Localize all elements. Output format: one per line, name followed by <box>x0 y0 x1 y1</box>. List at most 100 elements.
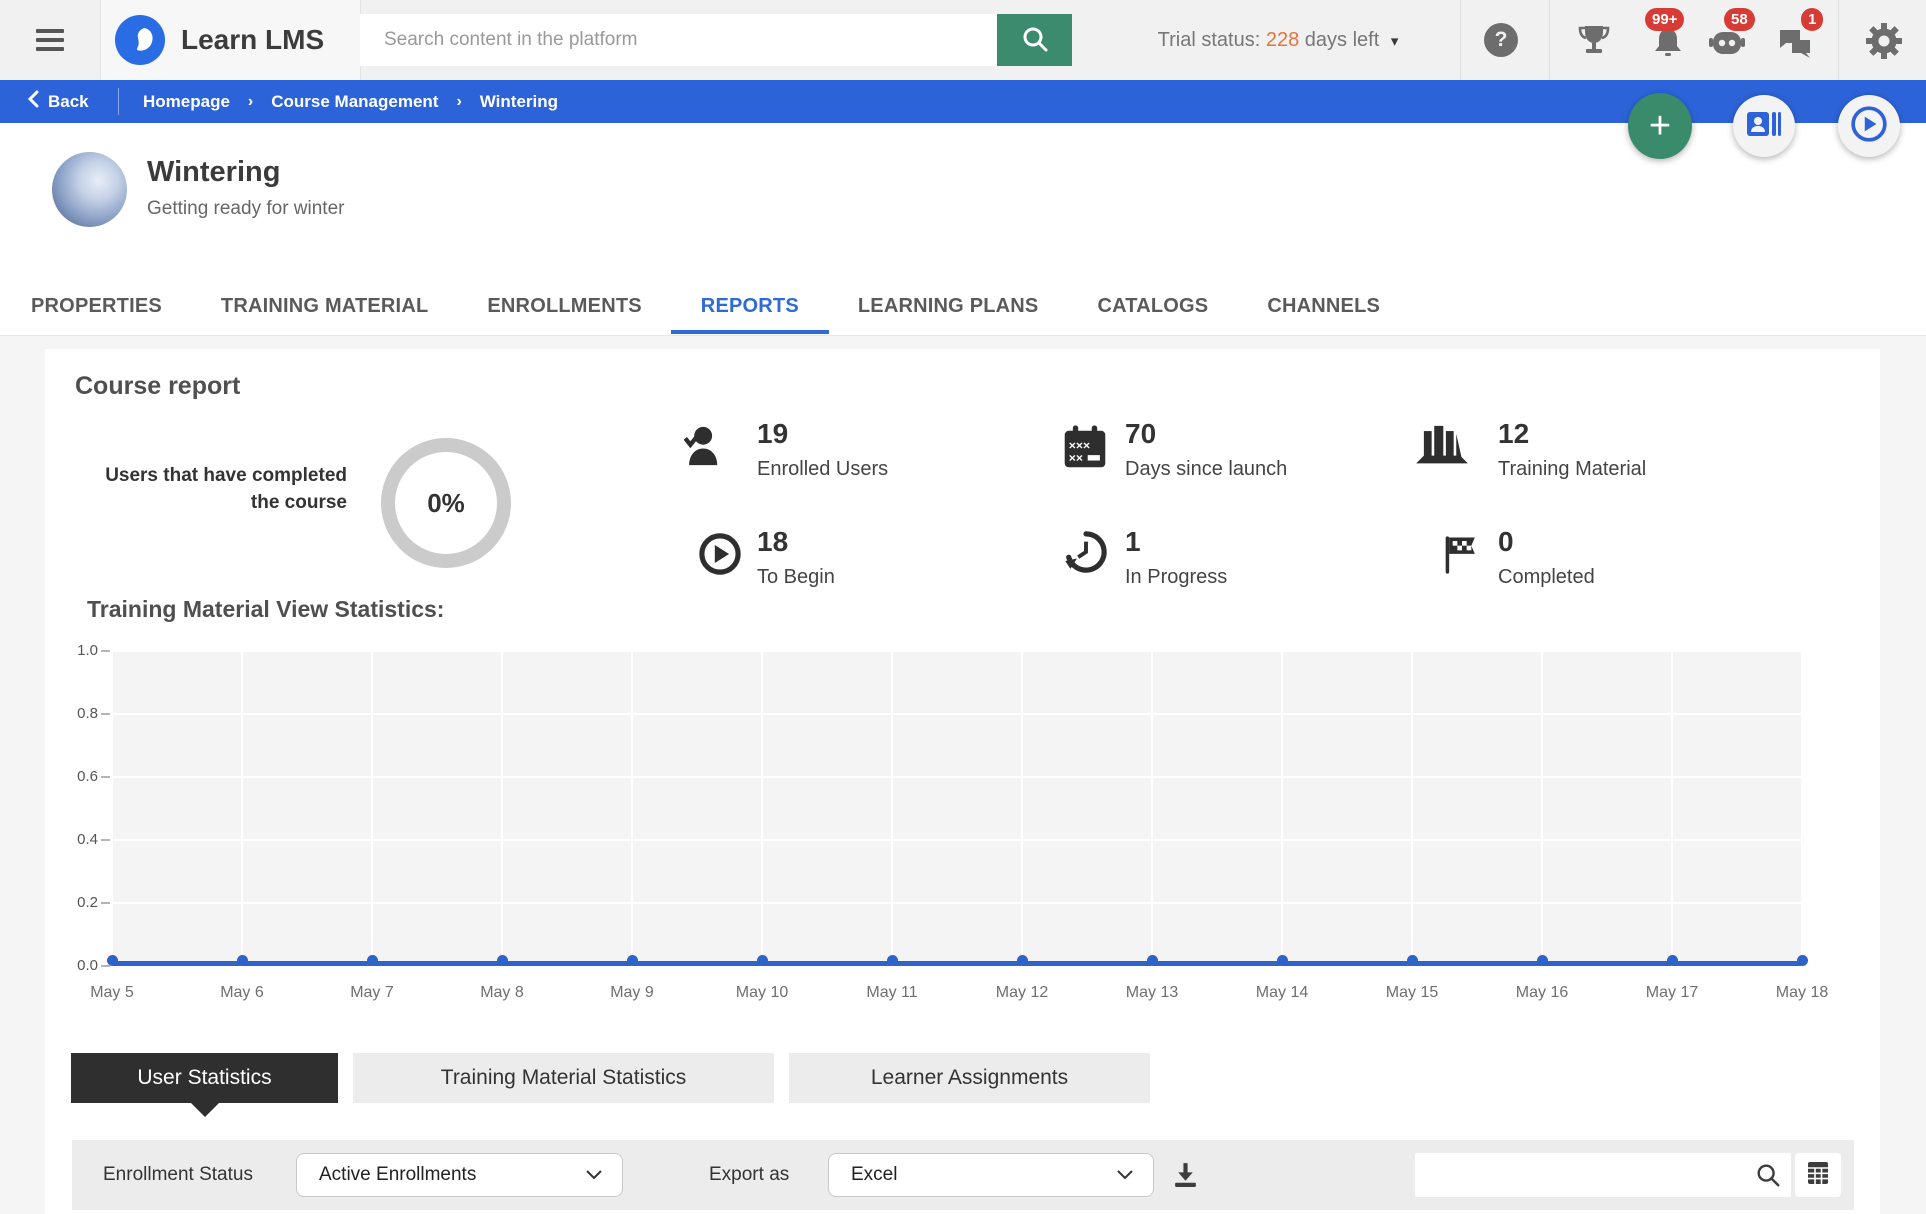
chevron-down-icon <box>586 1164 602 1186</box>
x-tick-label: May 7 <box>327 984 417 1002</box>
contact-card-icon <box>1747 110 1781 143</box>
breadcrumb-item-homepage[interactable]: Homepage <box>143 92 230 112</box>
data-point <box>367 955 378 966</box>
brand-name: Learn LMS <box>181 0 324 80</box>
help-icon[interactable]: ? <box>1484 23 1518 57</box>
learn-lms-logo-icon <box>115 15 165 65</box>
gridline-horizontal <box>112 650 1802 652</box>
search-input[interactable] <box>360 14 997 66</box>
data-point <box>1797 955 1808 966</box>
user-check-icon <box>684 424 730 473</box>
notifications-bell-icon[interactable] <box>1652 26 1684 63</box>
y-tick-mark <box>101 776 110 778</box>
x-tick-label: May 16 <box>1497 984 1587 1002</box>
gridline-vertical <box>371 651 373 966</box>
settings-gear-icon[interactable] <box>1866 23 1902 64</box>
assistant-robot-icon[interactable] <box>1708 28 1746 63</box>
completion-percentage: 0% <box>427 488 465 519</box>
x-tick-label: May 18 <box>1757 984 1847 1002</box>
tab-catalogs[interactable]: CATALOGS <box>1097 280 1208 332</box>
gridline-vertical <box>1021 651 1023 966</box>
chevron-down-icon <box>1117 1164 1133 1186</box>
trial-status[interactable]: Trial status: 228 days left ▾ <box>1108 0 1448 80</box>
trial-days-left: 228 <box>1266 29 1299 51</box>
stat-value: 18 <box>757 526 788 558</box>
tab-enrollments[interactable]: ENROLLMENTS <box>487 280 641 332</box>
data-point <box>1667 955 1678 966</box>
tab-training-material[interactable]: TRAINING MATERIAL <box>221 280 428 332</box>
x-tick-label: May 9 <box>587 984 677 1002</box>
gridline-vertical <box>761 651 763 966</box>
y-tick-mark <box>101 902 110 904</box>
table-columns-button[interactable] <box>1795 1153 1841 1197</box>
divider <box>1838 0 1839 80</box>
breadcrumb-item-wintering[interactable]: Wintering <box>480 92 558 112</box>
y-tick-mark <box>101 965 110 967</box>
back-button[interactable]: Back <box>28 80 89 123</box>
table-grid-icon <box>1805 1160 1831 1191</box>
gridline-vertical <box>631 651 633 966</box>
x-tick-label: May 8 <box>457 984 547 1002</box>
gridline-horizontal <box>112 839 1802 841</box>
data-point <box>1407 955 1418 966</box>
download-icon[interactable] <box>1172 1161 1199 1193</box>
tab-channels[interactable]: CHANNELS <box>1267 280 1380 332</box>
gamification-trophy-icon[interactable] <box>1577 24 1611 61</box>
table-search-field <box>1415 1153 1791 1197</box>
trial-status-label: Trial status: <box>1158 29 1261 51</box>
plus-icon: + <box>1649 105 1671 148</box>
tab-properties[interactable]: PROPERTIES <box>31 280 162 332</box>
chart-heading: Training Material View Statistics: <box>87 596 444 623</box>
page-gutter <box>0 336 45 1214</box>
y-tick-mark <box>101 650 110 652</box>
subtab-training-material-statistics[interactable]: Training Material Statistics <box>353 1053 774 1103</box>
chevron-right-separator: › <box>248 93 253 111</box>
x-tick-label: May 13 <box>1107 984 1197 1002</box>
subtab-learner-assignments[interactable]: Learner Assignments <box>789 1053 1150 1103</box>
messages-chat-icon[interactable] <box>1778 28 1812 65</box>
chart-line-series <box>112 961 1802 966</box>
y-tick-label: 0.4 <box>58 831 98 848</box>
donut-label: Users that have completed the course <box>95 462 347 516</box>
tab-learning-plans[interactable]: LEARNING PLANS <box>858 280 1039 332</box>
x-tick-label: May 10 <box>717 984 807 1002</box>
hamburger-menu-icon[interactable] <box>36 29 64 51</box>
data-point <box>1537 955 1548 966</box>
breadcrumb-item-course-management[interactable]: Course Management <box>271 92 438 112</box>
stat-label: In Progress <box>1125 566 1227 589</box>
calendar-x-icon: ××××× <box>1062 424 1108 475</box>
breadcrumb: Homepage›Course Management›Wintering <box>143 80 558 123</box>
active-subtab-pointer <box>191 1103 219 1117</box>
gridline-vertical <box>1671 651 1673 966</box>
course-tabs: PROPERTIES TRAINING MATERIAL ENROLLMENTS RE… <box>31 280 1380 335</box>
subtab-user-statistics[interactable]: User Statistics <box>71 1053 338 1103</box>
y-tick-label: 1.0 <box>58 642 98 659</box>
course-subtitle: Getting ready for winter <box>147 198 344 220</box>
y-tick-mark <box>101 839 110 841</box>
gridline-vertical <box>1541 651 1543 966</box>
gridline-vertical <box>111 651 113 966</box>
books-icon <box>1416 422 1468 471</box>
export-format-select[interactable]: Excel <box>828 1153 1154 1197</box>
enroll-users-button[interactable] <box>1733 95 1795 157</box>
course-avatar <box>52 152 127 227</box>
assistant-badge: 58 <box>1724 8 1755 31</box>
gridline-vertical <box>891 651 893 966</box>
search-icon[interactable] <box>1755 1162 1781 1193</box>
add-button[interactable]: + <box>1628 93 1692 159</box>
table-search-input[interactable] <box>1415 1153 1791 1197</box>
data-point <box>1277 955 1288 966</box>
tab-reports[interactable]: REPORTS <box>671 280 829 334</box>
messages-badge: 1 <box>1801 8 1823 31</box>
checkered-flag-icon <box>1442 534 1482 581</box>
search-button[interactable] <box>997 14 1072 66</box>
stat-value: 19 <box>757 418 788 450</box>
trial-days-suffix: days left <box>1305 29 1379 51</box>
divider <box>1549 0 1550 80</box>
enrollment-status-select[interactable]: Active Enrollments <box>296 1153 623 1197</box>
preview-course-button[interactable] <box>1838 95 1900 157</box>
training-material-chart <box>112 651 1802 966</box>
brand-section[interactable]: Learn LMS <box>100 0 361 80</box>
chevron-down-icon: ▾ <box>1391 33 1399 50</box>
data-point <box>887 955 898 966</box>
